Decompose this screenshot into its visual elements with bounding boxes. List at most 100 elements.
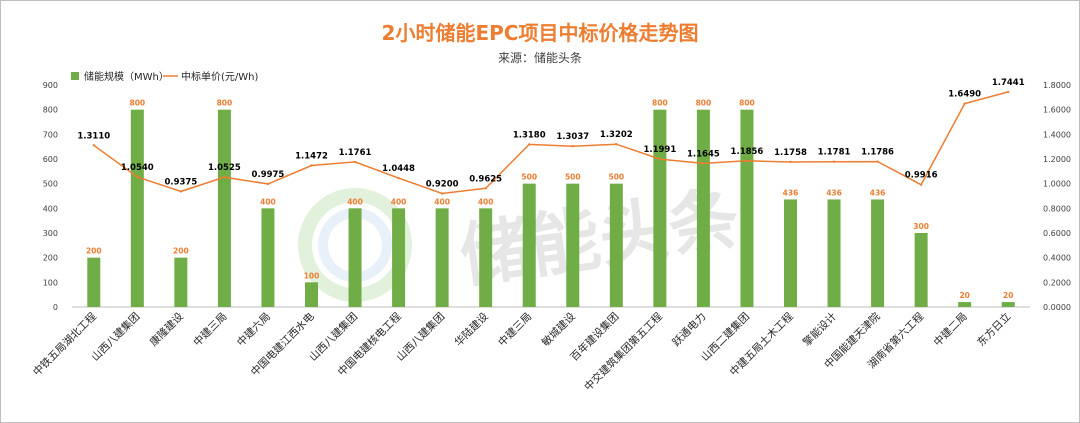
- bar: [827, 199, 841, 307]
- bar-value-label: 800: [217, 99, 233, 108]
- line-point: [179, 190, 183, 193]
- line-point: [745, 159, 749, 162]
- line-value-label: 0.9625: [469, 174, 502, 184]
- line-value-label: 1.0448: [382, 164, 415, 174]
- bar: [740, 109, 754, 308]
- line-point: [919, 183, 923, 186]
- bar-value-label: 200: [86, 247, 102, 256]
- price-line: [93, 91, 1009, 195]
- line-value-label: 1.3037: [556, 132, 589, 142]
- line-value-label: 1.7441: [992, 78, 1025, 88]
- line-value-label: 1.1645: [687, 149, 720, 159]
- bar-value-label: 400: [347, 197, 363, 206]
- line-value-label: 0.9916: [905, 171, 938, 181]
- y-left-tick-label: 0: [53, 303, 58, 312]
- y-left-tick-label: 100: [43, 278, 58, 287]
- y-left-tick-label: 600: [43, 155, 58, 164]
- line-point: [658, 157, 662, 161]
- category-label: 擎能设计: [800, 310, 839, 349]
- bar: [217, 109, 231, 308]
- line-value-label: 1.1786: [861, 148, 894, 158]
- y-left-tick-label: 900: [43, 81, 58, 90]
- line-value-label: 0.9375: [164, 177, 197, 187]
- line-point: [440, 192, 444, 195]
- line-point: [528, 143, 531, 146]
- y-right-tick-label: 1.2000: [1043, 155, 1071, 164]
- line-point: [92, 144, 95, 147]
- line-value-label: 1.3202: [600, 130, 633, 140]
- bar-value-label: 800: [739, 99, 755, 108]
- bar-value-label: 800: [652, 99, 668, 108]
- bar-value-label: 100: [304, 271, 320, 280]
- line-point: [789, 160, 792, 164]
- category-label: 跃通电力: [670, 310, 709, 349]
- bar-value-label: 20: [1003, 291, 1013, 300]
- line-value-label: 1.1472: [295, 152, 328, 162]
- line-point: [876, 160, 879, 163]
- category-label: 康隆建设: [147, 310, 186, 349]
- line-value-label: 1.3180: [513, 130, 546, 140]
- y-left-tick-label: 200: [43, 254, 58, 263]
- line-value-label: 1.3110: [77, 131, 110, 141]
- bar-value-label: 400: [478, 197, 494, 206]
- bar-value-label: 436: [783, 188, 799, 197]
- y-right-tick-label: 0.0000: [1043, 303, 1071, 312]
- legend-bar-swatch: [71, 72, 79, 80]
- bar-value-label: 436: [870, 188, 886, 197]
- legend: 储能规模（MWh） 中标单价(元/Wh): [71, 70, 258, 83]
- line-point: [266, 182, 270, 186]
- y-right-tick-label: 1.8000: [1043, 81, 1071, 90]
- line-series: 1.3110 1.0540 0.9375 1.0525 0.9975 1.1472 1.17…: [77, 78, 1025, 195]
- category-label: 中交建筑集团第五工程: [582, 310, 666, 394]
- bar: [479, 208, 493, 307]
- bar: [305, 282, 318, 307]
- line-value-label: 1.0525: [208, 163, 241, 173]
- bar-value-label: 200: [173, 247, 189, 256]
- bar-value-label: 500: [565, 173, 581, 182]
- bar-value-label: 436: [826, 188, 842, 197]
- y-left-tick-label: 400: [43, 204, 58, 213]
- bar-value-label: 500: [608, 173, 624, 182]
- bar-series: 200 800 200 800 400 100 400 400 400 400 500 500 500 8…: [86, 99, 1015, 308]
- bar: [609, 183, 623, 307]
- line-point: [223, 175, 226, 179]
- y-left-tick-label: 500: [43, 180, 58, 189]
- bar-value-label: 400: [434, 197, 450, 206]
- bar: [566, 183, 580, 307]
- bar-value-label: 20: [959, 291, 969, 300]
- line-point: [310, 164, 313, 167]
- line-value-label: 1.0540: [121, 163, 154, 173]
- y-right-tick-label: 0.8000: [1043, 204, 1071, 213]
- bar: [696, 109, 710, 308]
- bar: [392, 208, 406, 307]
- y-left-tick-label: 800: [43, 106, 58, 115]
- line-point: [615, 142, 618, 146]
- bar: [87, 257, 101, 307]
- bar: [435, 208, 449, 307]
- line-value-label: 1.6490: [948, 90, 981, 100]
- line-point: [397, 176, 400, 180]
- line-point: [571, 145, 574, 148]
- category-label: 中铁五局湖北工程: [30, 310, 99, 379]
- y-right-tick-label: 1.6000: [1043, 106, 1071, 115]
- bar: [1001, 302, 1015, 307]
- y-right-tick-label: 1.0000: [1043, 180, 1071, 189]
- axes: 0 100 200 300 400 500 600 700 800 900 0.0000 0.2000…: [43, 81, 1071, 312]
- bar: [130, 109, 144, 308]
- legend-bar-label: 储能规模（MWh）: [84, 70, 169, 83]
- bar-value-label: 300: [913, 222, 929, 231]
- line-point: [353, 160, 357, 164]
- line-value-label: 1.1758: [774, 148, 807, 158]
- bar-value-label: 400: [260, 197, 276, 206]
- line-value-label: 0.9975: [252, 170, 285, 180]
- chart-subtitle: 来源：储能头条: [498, 50, 582, 65]
- bar: [653, 109, 667, 308]
- line-value-label: 1.1761: [339, 148, 372, 158]
- line-point: [963, 102, 966, 105]
- category-label: 中建三局: [495, 310, 534, 349]
- line-point: [832, 160, 836, 163]
- bar-value-label: 500: [521, 173, 537, 182]
- bar-value-label: 800: [696, 99, 712, 108]
